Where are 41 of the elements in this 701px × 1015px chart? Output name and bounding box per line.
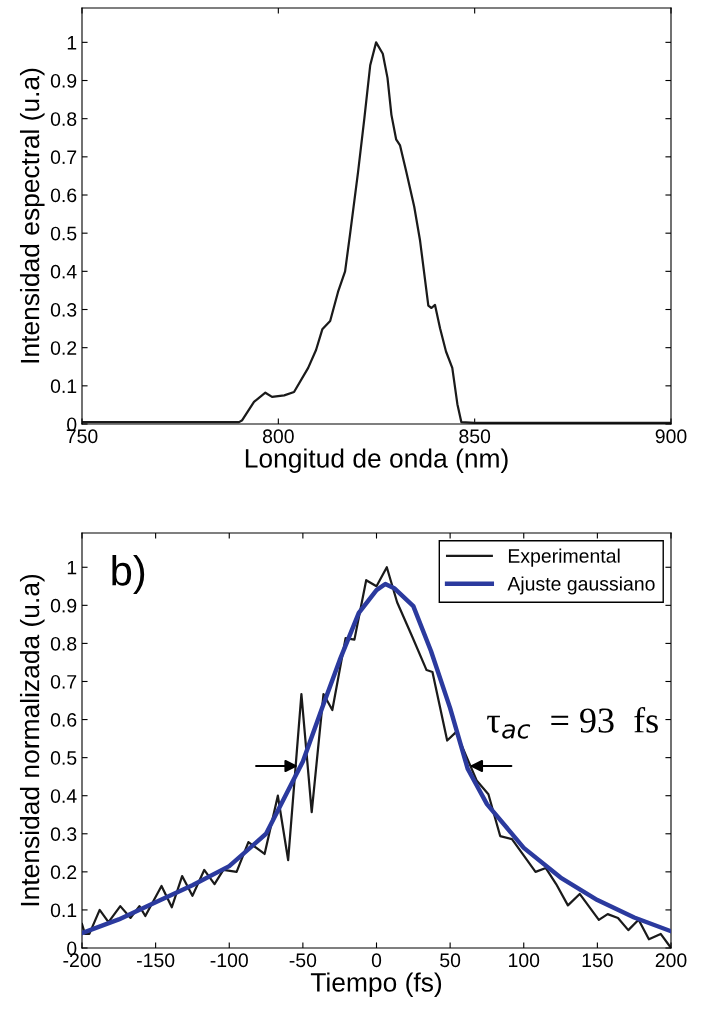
x-axis-title: Longitud de onda (nm) <box>245 448 508 473</box>
x-tick-label: 900 <box>655 429 687 444</box>
annotation: τ$_{ac}$ = 93 fs <box>487 706 658 739</box>
y-tick-label: 0.7 <box>50 674 77 689</box>
y-tick-label: 0.5 <box>50 226 77 241</box>
x-tick-label: 150 <box>582 953 613 968</box>
y-tick-label: 0.8 <box>50 112 77 126</box>
x-tick-label: 850 <box>459 429 491 444</box>
y-tick-label: 1 <box>67 36 77 50</box>
x-tick-label: 800 <box>262 429 294 444</box>
legend-label: Experimental <box>508 548 620 567</box>
x-tick-label: 200 <box>655 953 687 968</box>
y-tick-label: 1 <box>67 560 77 575</box>
y-tick-label: 0.8 <box>50 636 77 651</box>
x-tick-label: -50 <box>289 953 317 968</box>
y-axis-title: Intensidad normalizada (u.a) <box>19 574 45 906</box>
y-tick-label: 0.9 <box>50 73 77 88</box>
x-axis-title: Tiempo (fs) <box>310 972 442 997</box>
y-tick-label: 0.2 <box>50 865 77 880</box>
y-tick-label: 0.6 <box>50 713 77 727</box>
annotation: b) <box>112 555 145 594</box>
y-tick-label: 0.7 <box>50 150 77 165</box>
x-tick-label: 0 <box>371 953 382 968</box>
x-tick-label: -200 <box>63 953 101 968</box>
y-tick-label: 0.2 <box>50 341 77 355</box>
y-tick-label: 0.3 <box>50 302 77 317</box>
y-tick-label: 0.4 <box>50 264 77 279</box>
y-tick-label: 0 <box>67 941 77 956</box>
y-tick-label: 0.6 <box>50 188 77 203</box>
y-tick-label: 0.4 <box>50 789 77 803</box>
y-tick-label: 0.5 <box>50 751 77 765</box>
x-tick-label: -150 <box>137 953 175 968</box>
x-tick-label: 50 <box>440 953 461 968</box>
y-tick-label: 0.3 <box>50 827 77 842</box>
x-tick-label: 100 <box>509 953 540 968</box>
y-tick-label: 0.1 <box>50 903 77 918</box>
legend-label: Ajuste gaussiano <box>507 576 655 595</box>
y-axis-title: Intensidad espectral (u.a) <box>19 68 45 363</box>
y-tick-label: 0.1 <box>50 379 77 394</box>
x-tick-label: -100 <box>210 953 248 968</box>
y-tick-label: 0.9 <box>50 598 77 613</box>
